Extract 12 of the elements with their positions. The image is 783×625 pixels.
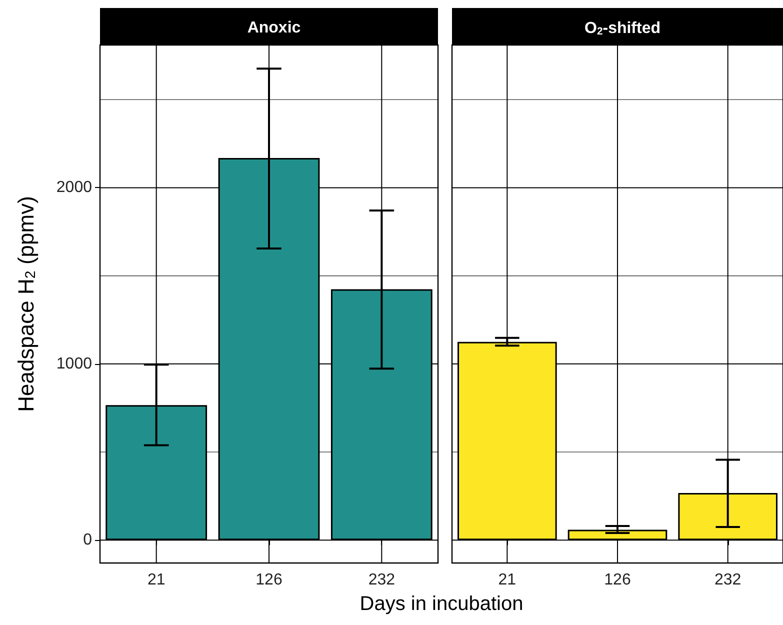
y-tick-label: 1000 bbox=[56, 355, 92, 372]
x-axis-title: Days in incubation bbox=[358, 593, 524, 616]
y-tick-label: 0 bbox=[83, 532, 92, 549]
x-tick-label: 21 bbox=[147, 572, 166, 588]
y-tick-label: 2000 bbox=[56, 179, 92, 196]
chart-title: Anoxic bbox=[247, 20, 301, 36]
y-axis-title: Headspace H2 (ppmv) bbox=[14, 196, 39, 412]
x-tick-label: 126 bbox=[256, 572, 282, 588]
x-tick-label: 232 bbox=[714, 572, 742, 588]
x-tick-label: 126 bbox=[604, 572, 631, 588]
x-tick-label: 232 bbox=[368, 572, 396, 588]
x-tick-label: 21 bbox=[498, 572, 516, 588]
